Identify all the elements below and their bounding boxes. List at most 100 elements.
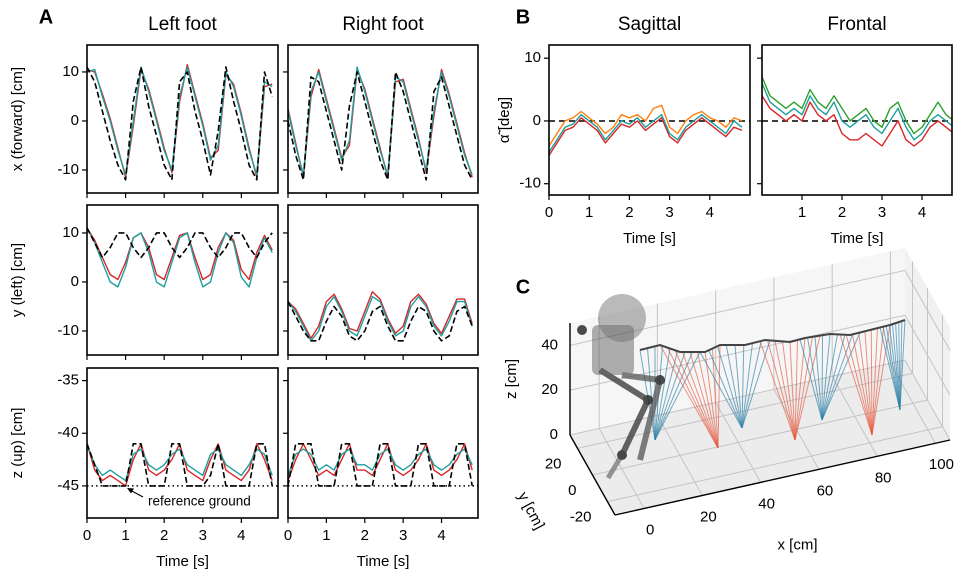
robot-part [577, 325, 587, 335]
trial-line [87, 227, 273, 288]
trajectory-ray [899, 319, 906, 411]
y-axis-line [569, 434, 616, 516]
robot-part [655, 375, 665, 385]
trial-line [87, 66, 273, 176]
x-tick-label: 0 [545, 204, 553, 221]
trajectory-ray [654, 351, 678, 441]
trial-line [87, 63, 273, 178]
trial-line [288, 291, 473, 339]
trajectory-ray [654, 351, 686, 441]
y-axis-label: y (left) [cm] [9, 243, 26, 317]
trajectory-ray [708, 350, 743, 429]
panel-title: Left foot [148, 14, 217, 35]
x-axis-label: Time [s] [156, 553, 209, 570]
trial-line [762, 76, 952, 135]
trajectory-ray [674, 350, 719, 449]
trial-line [87, 443, 273, 482]
y-tick-label: -35 [57, 372, 79, 389]
x-tick-label: 3 [878, 204, 886, 221]
robot-part [592, 325, 634, 375]
x-axis-line [614, 439, 951, 516]
x-tick-label: 0 [646, 521, 654, 538]
robot-part [617, 450, 627, 460]
x-axis-label: Time [s] [357, 553, 410, 570]
axes-frame [287, 367, 479, 519]
reference-trajectory [87, 227, 273, 259]
trajectory-ray [821, 334, 838, 421]
trial-line [288, 448, 473, 476]
trajectory-ray [794, 335, 821, 441]
back-pane [570, 248, 905, 435]
y-tick-label: 10 [62, 224, 79, 241]
y-tick-label: 0 [71, 273, 79, 290]
x-tick-label: 2 [160, 527, 168, 544]
y-tick-label: -10 [57, 161, 79, 178]
x-tick-label: 20 [700, 508, 717, 525]
reference-trajectory [288, 301, 473, 342]
panel-letter: B [516, 6, 530, 28]
trajectory-ray [774, 340, 796, 441]
trajectory-ray [759, 341, 796, 441]
trajectory-ray [895, 323, 901, 411]
annotation: reference ground [148, 494, 251, 509]
trajectory-ray [639, 349, 656, 441]
trajectory-ray [654, 351, 693, 441]
trajectory-ray [689, 351, 719, 449]
annotation-arrowhead [127, 488, 134, 494]
trial-line [549, 114, 743, 153]
trajectory-ray [821, 334, 853, 421]
x-tick-label: 0 [83, 527, 91, 544]
y-tick-label: 0 [533, 112, 541, 129]
x-axis-label: Time [s] [831, 230, 884, 247]
trajectory-ray [741, 343, 753, 429]
grid-line [569, 269, 906, 346]
trajectory-ray [871, 326, 885, 436]
y-tick-label: -10 [57, 322, 79, 339]
y-axis-label: x (forward) [cm] [9, 67, 26, 171]
trajectory-ray [725, 344, 743, 429]
trial-line [549, 117, 743, 156]
z-tick-label: 0 [550, 426, 558, 443]
y-tick-label: 10 [524, 49, 541, 66]
robot-part [643, 395, 653, 405]
trajectory-ray [741, 344, 745, 429]
trajectory-ray [717, 344, 721, 449]
panel-letter: A [39, 6, 53, 28]
x-tick-label: 2 [361, 527, 369, 544]
z-axis-label: z [cm] [503, 359, 520, 399]
y-axis-label: α̃ [deg] [496, 97, 513, 143]
x-tick-label: 3 [399, 527, 407, 544]
trajectory-ray [821, 332, 861, 421]
grid-line [904, 314, 951, 396]
x-axis-label: Time [s] [623, 230, 676, 247]
trajectory-ray [699, 351, 743, 429]
trajectory-ray [654, 351, 701, 441]
x-tick-label: 3 [665, 204, 673, 221]
axes-frame [86, 367, 279, 519]
trajectory-ray [882, 326, 901, 411]
robot-part [619, 398, 651, 457]
grid-line [569, 359, 906, 436]
x-tick-label: 40 [758, 495, 775, 512]
trajectory-ray [821, 334, 846, 421]
trajectory-ray [858, 332, 873, 436]
robot-part [637, 379, 663, 461]
trajectory-ray [704, 351, 719, 449]
trajectory-ray [794, 336, 813, 441]
z-tick-label: 40 [541, 336, 558, 353]
trajectory-ray [794, 337, 806, 441]
trajectory-ray [864, 331, 873, 436]
y-axis-label: y [cm] [514, 489, 548, 532]
panel-title: Sagittal [618, 14, 681, 35]
trial-line [288, 66, 473, 176]
trajectory-ray [741, 340, 762, 429]
axes-frame [548, 44, 751, 196]
trajectory-ray [879, 327, 901, 411]
trajectory-ray [667, 347, 719, 449]
panel-letter: C [516, 276, 530, 298]
trajectory-ray [682, 351, 719, 449]
trajectory-ray [789, 341, 796, 441]
y-tick-label: 0 [568, 482, 576, 499]
